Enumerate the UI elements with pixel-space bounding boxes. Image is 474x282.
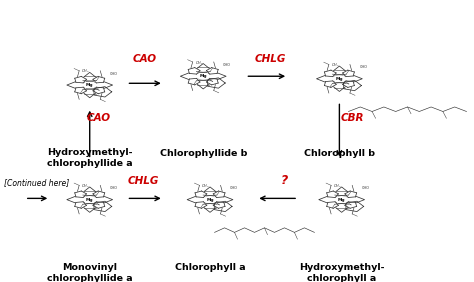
Text: Chlorophyll b: Chlorophyll b — [304, 149, 375, 158]
Text: $CH_3$: $CH_3$ — [195, 59, 203, 67]
Text: CHO: CHO — [359, 65, 367, 69]
Text: [Continued here]: [Continued here] — [4, 179, 69, 188]
Text: Mg: Mg — [200, 74, 207, 78]
Text: Mg: Mg — [86, 83, 93, 87]
Text: CHO: CHO — [223, 63, 231, 67]
Text: ?: ? — [281, 174, 288, 187]
Text: Mg: Mg — [86, 198, 93, 202]
Text: $CH_3$: $CH_3$ — [81, 68, 90, 76]
Text: CHO: CHO — [362, 186, 370, 190]
Text: Mg: Mg — [338, 198, 346, 202]
Text: $CH_3$: $CH_3$ — [331, 61, 339, 69]
Text: Chlorophyllide b: Chlorophyllide b — [160, 149, 247, 158]
Text: Monovinyl
chlorophyllide a: Monovinyl chlorophyllide a — [47, 263, 133, 282]
Text: Chlorophyll a: Chlorophyll a — [175, 263, 246, 272]
Text: CHO: CHO — [230, 186, 238, 190]
Text: CHLG: CHLG — [255, 54, 286, 64]
Text: Hydroxymethyl-
chlorophyllide a: Hydroxymethyl- chlorophyllide a — [47, 148, 133, 168]
Text: CHO: CHO — [110, 186, 118, 190]
Text: $CH_3$: $CH_3$ — [201, 182, 210, 190]
Text: CAO: CAO — [87, 113, 111, 123]
Text: Hydroxymethyl-
chlorophyll a: Hydroxymethyl- chlorophyll a — [299, 263, 384, 282]
Text: CAO: CAO — [132, 54, 156, 64]
Text: Mg: Mg — [206, 198, 214, 202]
Text: $CH_3$: $CH_3$ — [333, 182, 341, 190]
Text: CBR: CBR — [340, 113, 364, 123]
Text: Mg: Mg — [336, 77, 343, 81]
Text: CHLG: CHLG — [127, 176, 158, 186]
Text: CHO: CHO — [110, 72, 118, 76]
Text: $CH_3$: $CH_3$ — [81, 182, 90, 190]
